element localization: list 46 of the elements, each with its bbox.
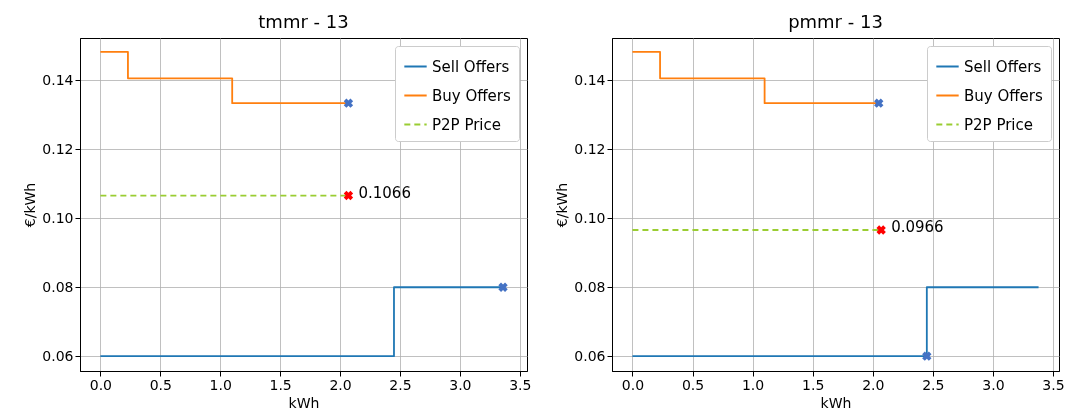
x-tick-label: 1.5	[269, 376, 292, 393]
x-tick-label: 0.5	[681, 376, 705, 393]
annotation: 0.0966	[891, 218, 944, 237]
x-tick-label: 3.5	[509, 376, 532, 393]
legend-label: Sell Offers	[432, 57, 510, 76]
y-axis-title: €/kWh	[554, 182, 571, 228]
x-tick-label: 1.0	[209, 376, 232, 393]
point	[922, 351, 932, 361]
chart-title: pmmr - 13	[788, 11, 883, 32]
x-tick-label: 0.0	[621, 376, 645, 393]
chart-title: tmmr - 13	[258, 11, 349, 32]
y-tick-label: 0.12	[574, 140, 606, 157]
x-axis-title: kWh	[288, 394, 320, 411]
x-tick-label: 1.5	[802, 376, 825, 393]
x-tick-label: 3.0	[449, 376, 472, 393]
y-tick-label: 0.10	[574, 209, 606, 226]
y-tick-label: 0.08	[42, 278, 74, 295]
point	[343, 98, 354, 108]
point	[343, 190, 354, 201]
x-tick-label: 2.0	[329, 376, 352, 393]
y-axis-title: €/kWh	[22, 182, 39, 228]
point	[876, 225, 886, 235]
y-tick-label: 0.14	[42, 71, 74, 88]
legend-label: Sell Offers	[964, 57, 1042, 76]
y-tick-label: 0.12	[42, 140, 74, 157]
x-tick-label: 2.0	[862, 376, 885, 393]
x-tick-label: 2.5	[922, 376, 945, 393]
x-tick-label: 3.0	[982, 376, 1005, 393]
y-tick-label: 0.06	[574, 347, 606, 364]
x-tick-label: 2.5	[389, 376, 412, 393]
legend-label: Buy Offers	[964, 86, 1043, 105]
annotation: 0.1066	[358, 183, 411, 202]
x-tick-label: 3.5	[1042, 376, 1065, 393]
point	[874, 98, 884, 108]
x-axis-title: kWh	[820, 394, 852, 411]
y-tick-label: 0.14	[574, 71, 606, 88]
y-tick-label: 0.08	[574, 278, 606, 295]
legend-label: Buy Offers	[432, 86, 511, 105]
legend-label: P2P Price	[964, 115, 1033, 134]
x-tick-label: 0.0	[89, 376, 113, 393]
legend-label: P2P Price	[432, 115, 501, 134]
x-tick-label: 0.5	[149, 376, 172, 393]
y-tick-label: 0.06	[42, 347, 74, 364]
point	[498, 282, 508, 292]
y-tick-label: 0.10	[42, 209, 74, 226]
x-tick-label: 1.0	[741, 376, 765, 393]
